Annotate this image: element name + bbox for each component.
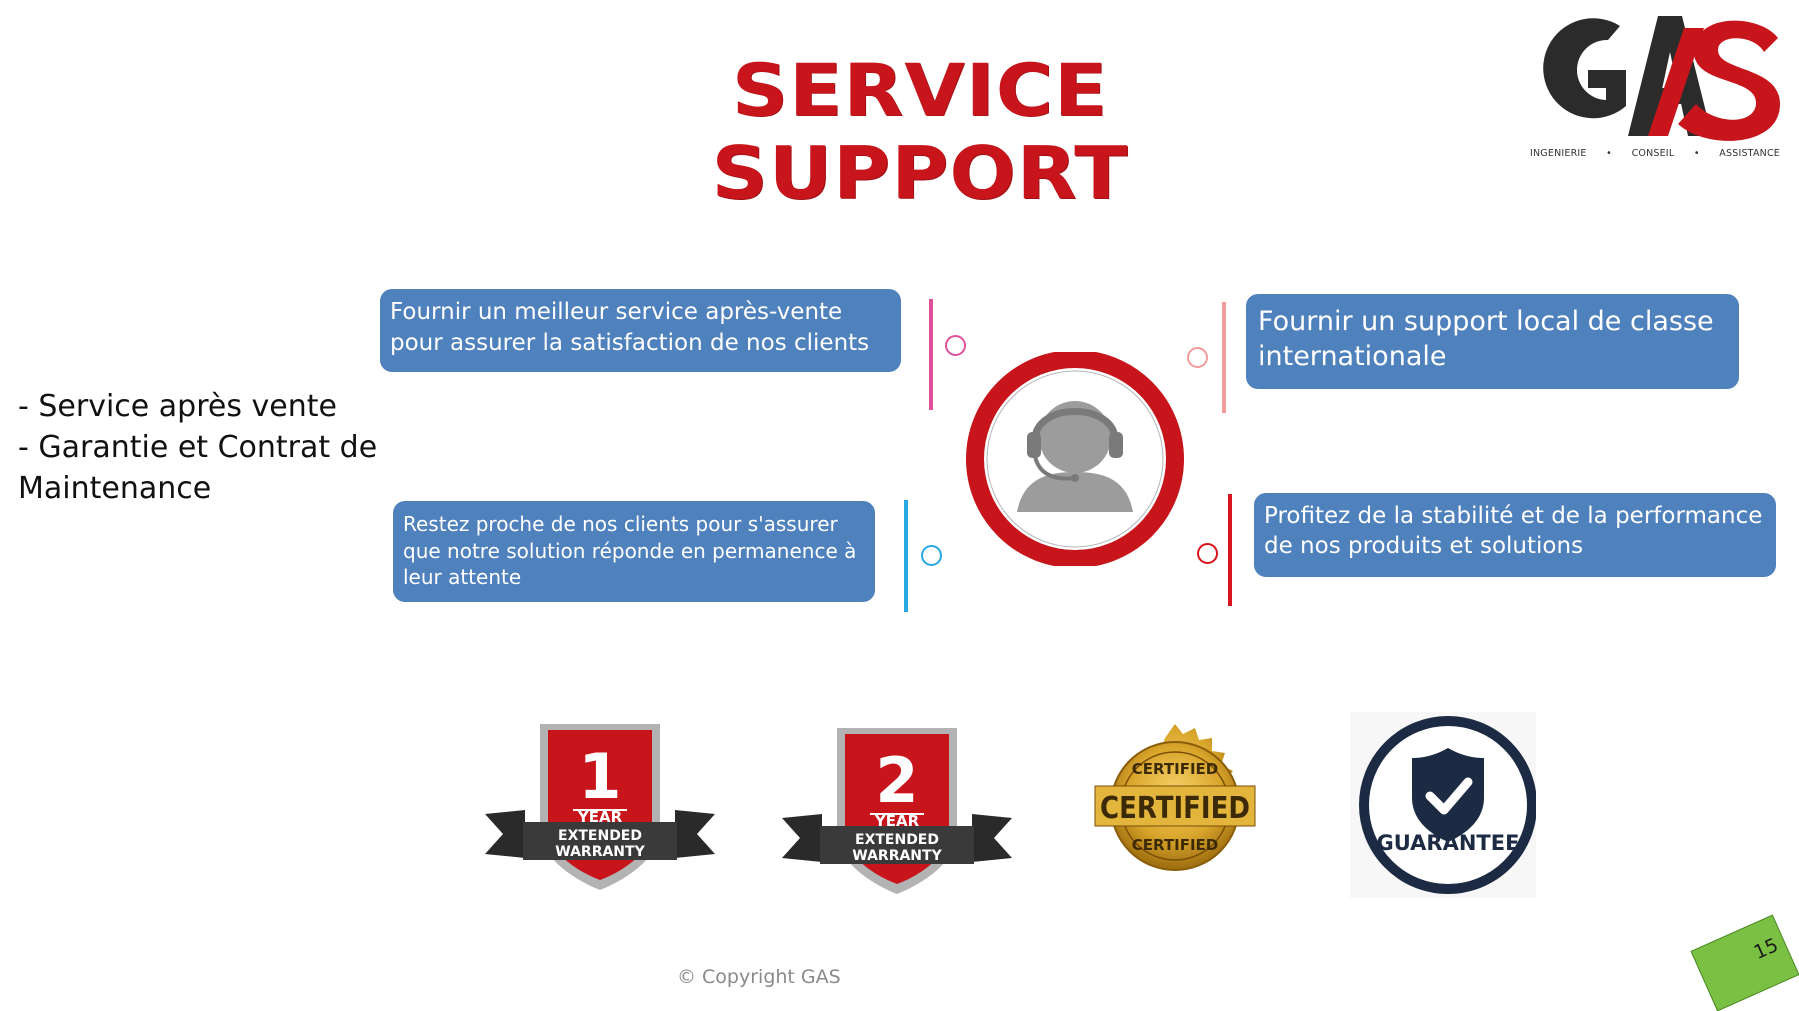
connector-ring-salmon: [1187, 347, 1208, 368]
connector-line-pink: [929, 299, 933, 410]
two-year-warranty-badge: 2 YEAR EXTENDED WARRANTY: [782, 722, 1012, 902]
badge-unit: YEAR: [874, 812, 920, 830]
badge-line1: EXTENDED: [855, 832, 939, 848]
connector-line-cyan: [904, 500, 908, 612]
headset-agent-icon: [1017, 401, 1133, 512]
connector-line-red: [1228, 494, 1232, 606]
certified-seal: CERTIFIED CERTIFIED CERTIFIED: [1091, 722, 1259, 890]
info-box-bottom-right: Profitez de la stabilité et de la perfor…: [1254, 493, 1776, 577]
slide-title: SERVICE SUPPORT: [711, 50, 1129, 216]
badge-line2: WARRANTY: [852, 848, 942, 864]
badge-line1: EXTENDED: [558, 828, 642, 844]
gas-logo: INGENIERIE • CONSEIL • ASSISTANCE: [1528, 8, 1788, 168]
bullet-item: - Garantie et Contrat de Maintenance: [18, 430, 378, 506]
badge-number: 2: [875, 744, 918, 817]
info-box-top-left: Fournir un meilleur service après-vente …: [380, 289, 901, 372]
shield-check-icon: [1412, 748, 1484, 842]
certified-arc-bottom: CERTIFIED: [1132, 836, 1218, 854]
badge-number: 1: [578, 740, 621, 813]
connector-ring-pink: [945, 335, 966, 356]
copyright-footer: © Copyright GAS: [677, 966, 841, 988]
badge-line2: WARRANTY: [555, 844, 645, 860]
certified-main-text: CERTIFIED: [1100, 791, 1250, 826]
connector-line-salmon: [1222, 302, 1226, 413]
connector-ring-cyan: [921, 545, 942, 566]
info-box-bottom-left: Restez proche de nos clients pour s'assu…: [393, 501, 875, 602]
connector-ring-red: [1197, 543, 1218, 564]
one-year-warranty-badge: 1 YEAR EXTENDED WARRANTY: [485, 718, 715, 898]
gas-logo-mark: [1543, 16, 1780, 141]
guarantee-label: GUARANTEE: [1377, 831, 1520, 855]
bullet-list: - Service après vente - Garantie et Cont…: [18, 386, 378, 509]
support-agent-badge: [965, 350, 1185, 568]
guarantee-badge: GUARANTEE: [1350, 712, 1537, 898]
certified-arc-top: CERTIFIED: [1132, 760, 1218, 778]
logo-tagline: INGENIERIE • CONSEIL • ASSISTANCE: [1530, 148, 1780, 159]
page-number-box: [1690, 914, 1799, 1011]
info-box-top-right: Fournir un support local de classe inter…: [1246, 294, 1739, 389]
badge-unit: YEAR: [577, 808, 623, 826]
bullet-item: - Service après vente: [18, 389, 337, 424]
